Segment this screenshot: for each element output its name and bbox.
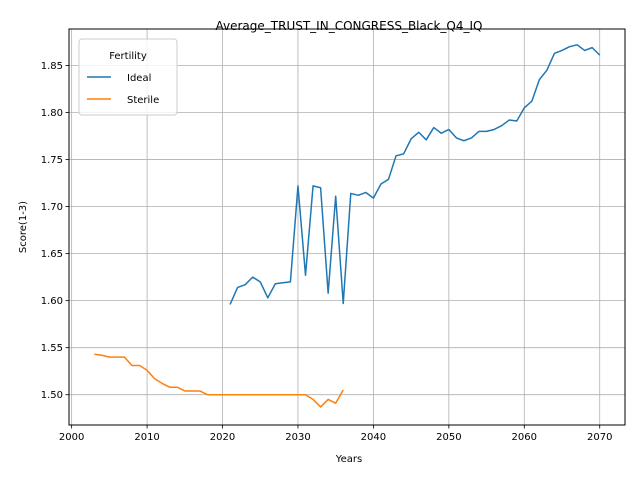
legend-label-sterile: Sterile: [127, 95, 159, 106]
y-axis-label: Score(1-3): [18, 201, 29, 253]
y-tick-label: 1.65: [41, 249, 63, 260]
series-line-sterile: [94, 353, 344, 408]
legend-label-ideal: Ideal: [127, 73, 151, 84]
x-tick-label: 2070: [587, 432, 612, 443]
x-tick-label: 2050: [436, 432, 461, 443]
chart-title: Average_TRUST_IN_CONGRESS_Black_Q4_IQ: [216, 19, 483, 33]
x-axis-ticks: 2000 2010 2020 2030 2040 2050 2060 2070: [59, 425, 612, 443]
x-axis-label: Years: [335, 454, 362, 465]
legend: Fertility Ideal Sterile: [78, 38, 178, 116]
x-tick-label: 2000: [59, 432, 84, 443]
y-tick-label: 1.50: [41, 390, 63, 401]
plot-frame: [68, 28, 626, 426]
legend-box: [78, 38, 178, 116]
y-axis-ticks: 1.50 1.55 1.60 1.65 1.70 1.75 1.80 1.85: [41, 61, 69, 401]
series-line-ideal: [229, 44, 601, 305]
x-tick-label: 2060: [512, 432, 537, 443]
grid: [69, 29, 625, 425]
y-tick-label: 1.70: [41, 202, 63, 213]
x-tick-label: 2030: [285, 432, 310, 443]
x-tick-label: 2010: [134, 432, 159, 443]
y-tick-label: 1.80: [41, 108, 63, 119]
y-tick-label: 1.55: [41, 343, 63, 354]
legend-title: Fertility: [109, 51, 147, 62]
series-lines: [94, 44, 601, 408]
x-tick-label: 2040: [361, 432, 386, 443]
x-tick-label: 2020: [210, 432, 235, 443]
y-tick-label: 1.75: [41, 155, 63, 166]
y-tick-label: 1.60: [41, 296, 63, 307]
y-tick-label: 1.85: [41, 61, 63, 72]
